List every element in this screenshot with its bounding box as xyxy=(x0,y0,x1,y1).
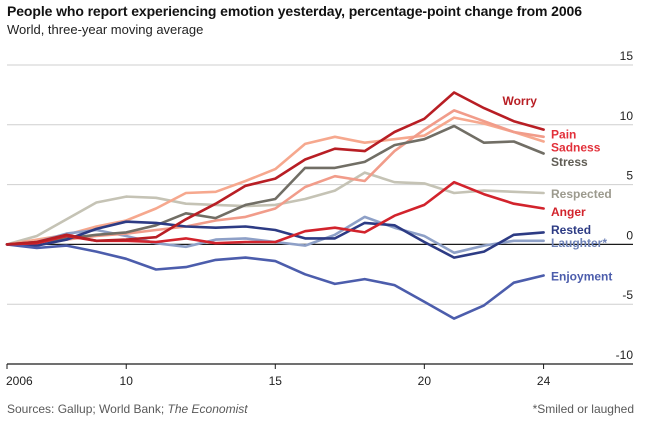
series-label-anger: Anger xyxy=(551,205,586,219)
chart-title: People who report experiencing emotion y… xyxy=(7,3,582,19)
y-tick-label: -5 xyxy=(622,288,633,302)
series-label-worry: Worry xyxy=(502,94,537,108)
sources-note: Sources: Gallup; World Bank; The Economi… xyxy=(7,402,248,416)
series-line-sadness xyxy=(5,116,545,246)
y-tick-label: 5 xyxy=(626,169,633,183)
sources-publication: The Economist xyxy=(167,402,248,416)
x-tick-label: 2006 xyxy=(6,374,33,388)
series-line-enjoyment xyxy=(5,243,545,320)
x-tick-label: 24 xyxy=(537,374,551,388)
chart-subtitle: World, three-year moving average xyxy=(7,22,204,37)
series-line-rested xyxy=(5,220,545,259)
series-line-respected xyxy=(5,171,545,246)
series-label-stress: Stress xyxy=(551,155,588,169)
y-tick-label: 10 xyxy=(620,109,634,123)
y-tick-label: -10 xyxy=(616,348,634,362)
sources-text: Sources: Gallup; World Bank; xyxy=(7,402,168,416)
y-tick-label: 15 xyxy=(620,49,634,63)
series-label-enjoyment: Enjoyment xyxy=(551,270,612,284)
series-line-worry xyxy=(5,91,545,246)
series-label-respected: Respected xyxy=(551,187,612,201)
series-label-laughter: Laughter* xyxy=(551,236,607,250)
y-tick-label: 0 xyxy=(626,228,633,242)
series-line-stress xyxy=(5,124,545,246)
series-label-pain: Pain xyxy=(551,127,576,141)
footnote: *Smiled or laughed xyxy=(532,402,634,416)
x-tick-label: 20 xyxy=(418,374,432,388)
series-label-rested: Rested xyxy=(551,223,591,237)
x-tick-label: 10 xyxy=(120,374,134,388)
x-tick-label: 15 xyxy=(269,374,283,388)
series-label-sadness: Sadness xyxy=(551,141,601,155)
